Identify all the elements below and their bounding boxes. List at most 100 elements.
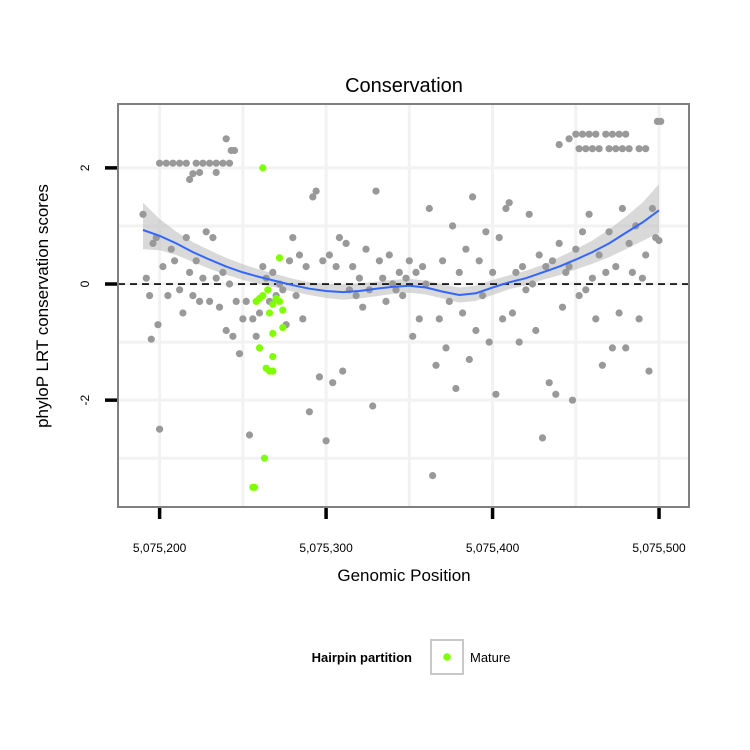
data-point [645,367,653,375]
data-point [202,228,210,236]
smooth-line [142,209,660,297]
data-point [315,373,323,381]
data-point [479,292,487,300]
data-point [435,315,443,323]
data-point-mature [279,324,287,332]
data-point [449,222,457,230]
data-point-mature [279,306,287,314]
data-point [455,268,463,276]
y-tick-label: -2 [78,394,92,405]
data-point [319,257,327,265]
data-point [595,251,603,259]
data-point [349,263,357,271]
data-point [419,263,427,271]
data-point [405,257,413,265]
plot-panel-border [117,103,690,508]
data-point [638,274,647,282]
data-point [352,292,360,300]
data-point [219,268,227,276]
data-point [452,384,460,393]
data-point [375,257,383,265]
data-point [618,204,627,213]
data-point [295,251,304,259]
data-point [154,321,162,329]
data-point [472,326,480,335]
data-point [532,326,540,335]
data-point-mature [275,297,284,305]
data-point [482,228,490,236]
data-point [182,159,190,167]
data-point [402,274,410,282]
data-point-mature [269,353,277,361]
data-point [222,326,230,335]
data-point [492,390,500,398]
data-point [608,344,617,352]
data-point [322,437,330,445]
chart-title: Conservation [345,75,463,97]
data-point [588,274,597,282]
data-point [225,280,234,288]
data-point [495,234,503,242]
data-point [558,303,567,311]
data-point [299,315,307,323]
data-point [422,280,430,288]
data-point [146,292,154,300]
legend-label-mature: Mature [470,650,510,665]
data-point [142,274,150,282]
data-point [212,274,220,282]
data-point [489,268,497,276]
data-point [339,367,347,375]
x-axis-title: Genomic Position [337,566,470,585]
data-point [212,168,220,177]
data-point [602,268,610,276]
data-point-mature [275,254,284,262]
data-point [605,228,613,236]
data-point [582,145,590,153]
data-point [465,355,473,364]
y-tick-label: 0 [78,280,92,287]
data-point [538,434,547,442]
data-point [269,268,277,276]
data-point [235,350,244,358]
x-tick-label: 5,075,400 [466,541,520,555]
data-point [572,130,580,138]
data-point [302,263,310,271]
data-point [608,130,617,138]
data-point [196,168,204,177]
data-point [176,286,184,294]
data-point [189,292,197,300]
data-point [169,159,177,167]
data-point [186,268,194,276]
data-point [329,379,337,387]
data-point [622,344,630,352]
data-point [156,159,164,167]
data-point [525,210,533,218]
data-point [635,145,643,153]
data-point [628,268,637,276]
data-point [379,274,387,282]
data-point [565,263,573,271]
data-point [171,257,179,265]
data-point [252,332,260,340]
data-point [615,309,623,317]
data-point [362,245,370,253]
data-point [395,268,403,276]
data-point [653,117,662,125]
data-point [592,130,600,138]
data-point [635,315,643,323]
data-point [255,309,264,317]
data-point [162,159,170,167]
legend-key-mature-point [443,653,451,661]
data-point [399,292,407,300]
data-point [149,239,157,247]
data-point [602,130,610,138]
data-point [485,338,493,346]
data-point [555,239,563,247]
data-point [382,297,390,305]
data-point [245,431,254,439]
data-point [285,257,294,265]
data-point [225,159,234,167]
data-point [189,170,197,178]
data-point [542,263,550,271]
data-point [622,130,630,138]
